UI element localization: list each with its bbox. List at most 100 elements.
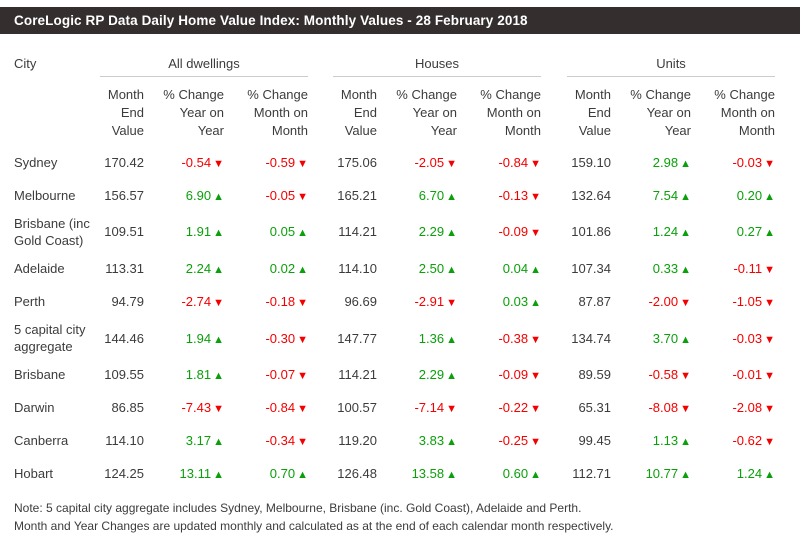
change-direction-icon: ▲ <box>213 333 224 346</box>
city-column-header: City <box>14 56 37 71</box>
value-cell: 1.91 ▲ <box>144 221 224 242</box>
value-cell: -2.74 ▼ <box>144 291 224 312</box>
value-number: 1.24 <box>652 224 679 240</box>
value-cell: -0.84 ▼ <box>457 152 541 173</box>
change-direction-icon: ▲ <box>446 227 457 240</box>
group-header-label: Units <box>656 56 686 71</box>
change-direction-icon: ▼ <box>213 403 224 416</box>
value-cell: 89.59 <box>567 364 611 385</box>
value-cell: 94.79 <box>100 291 144 312</box>
column-subheader: Month End Value <box>340 87 377 138</box>
value-cell: 126.48 <box>333 463 377 484</box>
group-header: All dwellings <box>100 56 308 77</box>
value-cell: 2.29 ▲ <box>377 364 457 385</box>
change-direction-icon: ▲ <box>213 264 224 277</box>
column-spacer <box>308 162 333 163</box>
value-number: 126.48 <box>337 466 377 482</box>
change-direction-icon: ▲ <box>213 370 224 383</box>
change-direction-icon: ▼ <box>764 403 775 416</box>
value-number: 170.42 <box>104 154 144 170</box>
value-number: 132.64 <box>571 187 611 203</box>
change-direction-icon: ▼ <box>530 370 541 383</box>
value-cell: 101.86 <box>567 221 611 242</box>
change-direction-icon: ▼ <box>764 157 775 170</box>
row-city-label: Perth <box>14 294 46 310</box>
column-spacer <box>541 301 567 302</box>
value-number: -0.13 <box>498 187 529 203</box>
column-spacer <box>541 473 567 474</box>
value-cell: 156.57 <box>100 185 144 206</box>
value-number: -0.38 <box>498 330 529 346</box>
value-cell: 100.57 <box>333 397 377 418</box>
row-city-label: Melbourne <box>14 187 76 203</box>
change-direction-icon: ▲ <box>297 227 308 240</box>
value-cell: -2.00 ▼ <box>611 291 691 312</box>
value-number: -0.05 <box>265 187 296 203</box>
column-spacer <box>308 231 333 232</box>
value-number: 100.57 <box>337 400 377 416</box>
value-cell: 147.77 <box>333 328 377 349</box>
change-direction-icon: ▲ <box>446 264 457 277</box>
value-number: -0.03 <box>732 154 763 170</box>
value-cell: 170.42 <box>100 152 144 173</box>
value-cell: 144.46 <box>100 328 144 349</box>
page-title: CoreLogic RP Data Daily Home Value Index… <box>14 13 528 28</box>
column-spacer <box>308 268 333 269</box>
value-cell: 0.02 ▲ <box>224 258 308 279</box>
value-cell: 132.64 <box>567 185 611 206</box>
column-spacer <box>308 111 333 112</box>
column-spacer <box>541 231 567 232</box>
value-number: 13.11 <box>179 466 212 482</box>
change-direction-icon: ▲ <box>446 333 457 346</box>
value-cell: 99.45 <box>567 430 611 451</box>
value-number: -0.11 <box>733 261 763 277</box>
value-number: -0.22 <box>498 400 529 416</box>
value-number: 147.77 <box>337 330 377 346</box>
value-number: -0.84 <box>265 400 296 416</box>
value-cell: 0.70 ▲ <box>224 463 308 484</box>
change-direction-icon: ▲ <box>680 190 691 203</box>
value-number: 3.17 <box>185 433 212 449</box>
value-cell: 87.87 <box>567 291 611 312</box>
column-spacer <box>308 60 333 61</box>
change-direction-icon: ▲ <box>213 190 224 203</box>
value-number: 10.77 <box>645 466 679 482</box>
value-number: -2.05 <box>414 154 445 170</box>
value-number: 2.50 <box>418 261 445 277</box>
value-cell: 119.20 <box>333 430 377 451</box>
value-number: 109.55 <box>104 367 144 383</box>
value-cell: -1.05 ▼ <box>691 291 775 312</box>
change-direction-icon: ▼ <box>764 297 775 310</box>
value-cell: -7.14 ▼ <box>377 397 457 418</box>
value-cell: -0.03 ▼ <box>691 152 775 173</box>
column-spacer <box>308 407 333 408</box>
value-number: -0.59 <box>265 154 296 170</box>
value-number: 165.21 <box>337 187 377 203</box>
change-direction-icon: ▲ <box>297 264 308 277</box>
change-direction-icon: ▼ <box>530 190 541 203</box>
group-header-label: All dwellings <box>168 56 240 71</box>
column-spacer <box>308 301 333 302</box>
value-number: 1.94 <box>185 330 212 346</box>
value-number: -0.07 <box>265 367 296 383</box>
value-number: 1.13 <box>652 433 679 449</box>
value-number: 3.83 <box>418 433 445 449</box>
value-number: 144.46 <box>104 330 144 346</box>
column-spacer <box>308 374 333 375</box>
value-cell: -0.22 ▼ <box>457 397 541 418</box>
value-cell: -2.91 ▼ <box>377 291 457 312</box>
change-direction-icon: ▼ <box>213 157 224 170</box>
change-direction-icon: ▲ <box>446 190 457 203</box>
value-cell: -2.05 ▼ <box>377 152 457 173</box>
value-cell: -0.62 ▼ <box>691 430 775 451</box>
change-direction-icon: ▲ <box>680 469 691 482</box>
column-subheader: % Change Year on Year <box>396 87 457 138</box>
column-spacer <box>541 268 567 269</box>
change-direction-icon: ▼ <box>297 333 308 346</box>
row-city-label: 5 capital city aggregate <box>14 322 86 355</box>
value-cell: 65.31 <box>567 397 611 418</box>
row-city-label: Adelaide <box>14 261 65 277</box>
value-number: 0.20 <box>736 187 763 203</box>
value-cell: -7.43 ▼ <box>144 397 224 418</box>
value-cell: -2.08 ▼ <box>691 397 775 418</box>
